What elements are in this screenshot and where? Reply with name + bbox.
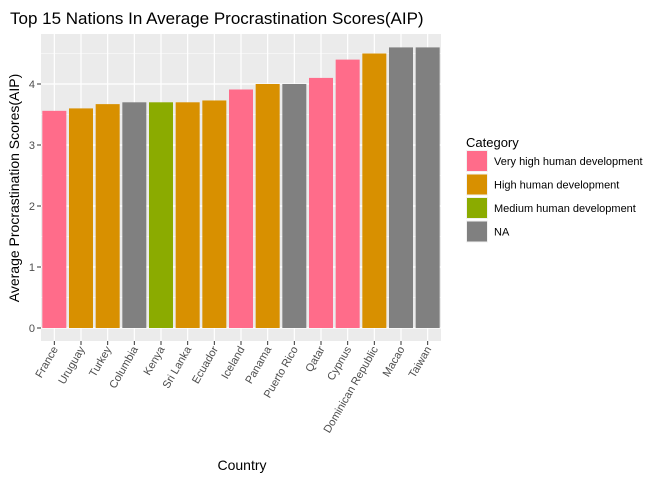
bar-qatar — [309, 77, 333, 329]
legend: Category Very high human development High… — [466, 135, 643, 243]
x-tick-label: Iceland — [219, 345, 247, 382]
x-tick-label: Cypnus — [325, 344, 354, 383]
bar-taiwan — [415, 47, 440, 329]
legend-swatch — [467, 151, 487, 171]
x-tick-label: Ecuador — [190, 344, 221, 386]
bar-uruguay — [69, 108, 93, 329]
bar-kenya — [149, 102, 173, 328]
bar-ecuador — [202, 100, 227, 328]
y-tick-label: 3 — [29, 140, 35, 152]
legend-swatch — [467, 221, 487, 242]
legend-label: High human development — [494, 180, 619, 192]
bar-turkey — [95, 104, 120, 328]
legend-swatch — [467, 198, 487, 218]
legend-label: NA — [494, 227, 510, 239]
y-tick-label: 0 — [29, 323, 35, 335]
bar-dominican-republic — [362, 53, 387, 328]
bar-puerto-rico — [282, 84, 307, 328]
x-tick-label: Qatar — [303, 344, 327, 374]
legend-swatch — [467, 174, 487, 195]
x-tick-label: Uruguay — [56, 344, 87, 386]
bar-columbia — [122, 102, 147, 328]
x-tick-label: Kenya — [142, 344, 168, 378]
bar-sri-lanka — [175, 102, 200, 328]
y-axis-ticks: 0 1 2 3 4 — [29, 79, 41, 335]
bar-cypnus — [335, 59, 360, 328]
legend-label: Very high human development — [494, 156, 643, 168]
x-tick-label: Dominican Republic — [322, 344, 382, 435]
legend-label: Medium human development — [494, 203, 636, 215]
x-tick-label: Taiwan — [407, 345, 435, 381]
bar-iceland — [229, 89, 253, 329]
bar-panama — [255, 84, 280, 328]
y-tick-label: 1 — [29, 262, 35, 274]
x-tick-label: Turkey — [87, 344, 114, 379]
x-tick-label: France — [33, 345, 61, 381]
y-axis-title: Average Procrastination Scores(AIP) — [6, 74, 22, 303]
bar-france — [42, 110, 67, 328]
x-tick-label: Macao — [381, 345, 408, 380]
y-tick-label: 2 — [29, 201, 35, 213]
y-tick-label: 4 — [29, 79, 35, 91]
chart-title: Top 15 Nations In Average Procrastinatio… — [10, 9, 424, 28]
bar-macao — [389, 47, 413, 329]
legend-title: Category — [466, 135, 519, 150]
bars — [42, 47, 440, 329]
x-axis-title: Country — [217, 457, 266, 473]
